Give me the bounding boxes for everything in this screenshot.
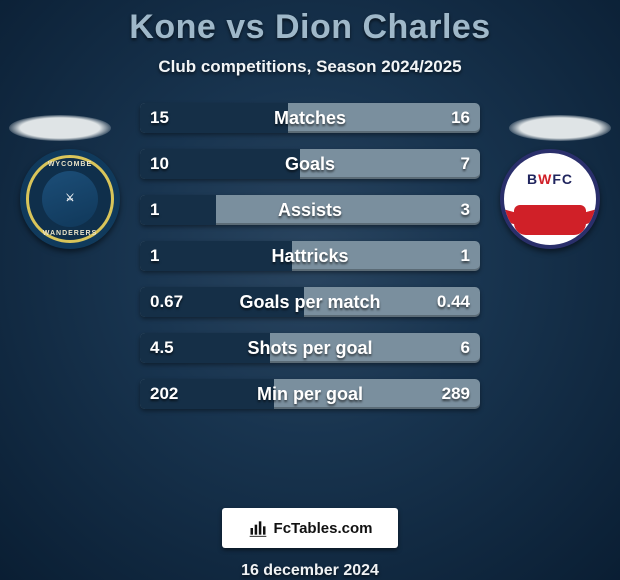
page-title: Kone vs Dion Charles [129,8,490,47]
player-shadow-right [509,115,611,141]
footer-date: 16 december 2024 [241,562,379,580]
team-badge-right: BWFC [500,149,600,249]
stat-bars: 1516Matches 107Goals 13Assists 11Hattricks 0… [140,103,480,425]
stat-label: Assists [140,195,480,225]
badge-left-ring-text: WYCOMBE WANDERERS [29,158,111,240]
stat-row: 13Assists [140,195,480,225]
stat-row: 11Hattricks [140,241,480,271]
stat-row: 202289Min per goal [140,379,480,409]
comparison-area: WYCOMBE WANDERERS ⚔ BWFC 1516Matches 107G… [0,103,620,502]
stat-row: 1516Matches [140,103,480,133]
stat-label: Hattricks [140,241,480,271]
brand-badge[interactable]: FcTables.com [222,508,398,548]
stat-row: 0.670.44Goals per match [140,287,480,317]
stat-label: Goals [140,149,480,179]
player-shadow-left [9,115,111,141]
subtitle: Club competitions, Season 2024/2025 [158,57,461,77]
brand-text: FcTables.com [274,520,373,537]
stat-row: 107Goals [140,149,480,179]
stat-label: Min per goal [140,379,480,409]
badge-right-letters: BWFC [527,171,573,187]
stat-label: Matches [140,103,480,133]
content: Kone vs Dion Charles Club competitions, … [0,0,620,580]
chart-icon [248,518,268,538]
stat-row: 4.56Shots per goal [140,333,480,363]
stat-label: Shots per goal [140,333,480,363]
stat-label: Goals per match [140,287,480,317]
team-badge-left: WYCOMBE WANDERERS ⚔ [20,149,120,249]
